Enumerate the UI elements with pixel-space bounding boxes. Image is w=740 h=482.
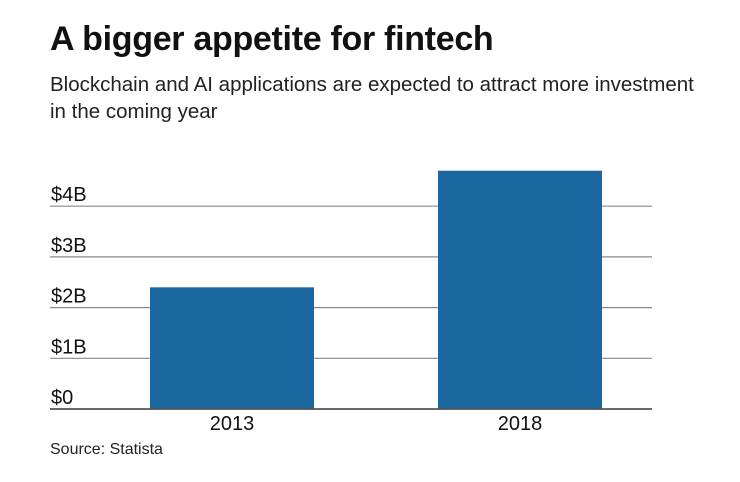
bar-2018 [438, 170, 602, 409]
y-tick-label: $4B [51, 184, 87, 206]
bar-2013 [150, 287, 314, 409]
y-tick-label: $2B [51, 286, 87, 308]
chart-title: A bigger appetite for fintech [50, 20, 494, 58]
x-tick-label: 2013 [210, 413, 255, 435]
x-tick-label: 2018 [498, 413, 543, 435]
chart-subtitle: Blockchain and AI applications are expec… [50, 73, 694, 123]
y-tick-label: $3B [51, 235, 87, 257]
y-tick-label: $0 [51, 387, 73, 409]
source-note: Source: Statista [50, 441, 163, 458]
y-tick-label: $1B [51, 336, 87, 358]
